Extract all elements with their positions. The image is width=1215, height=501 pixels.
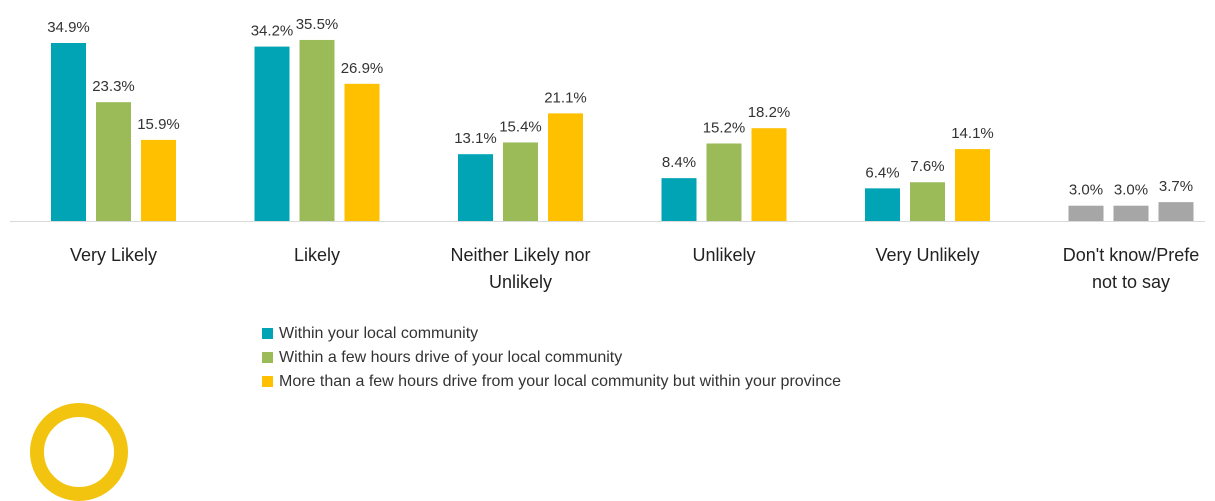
legend-item-few-hours: Within a few hours drive of your local c… (262, 346, 841, 369)
category-label-0: Very Likely (70, 245, 157, 265)
data-label-3-1: 15.2% (703, 119, 746, 136)
data-label-5-2: 3.7% (1159, 178, 1193, 195)
bar-3-1 (706, 143, 742, 221)
bar-2-1 (503, 142, 538, 221)
category-label-2-line-1: Unlikely (489, 272, 552, 292)
legend-label-local: Within your local community (279, 324, 479, 342)
category-label-2-line-0: Neither Likely nor (450, 245, 590, 265)
data-label-3-2: 18.2% (748, 104, 791, 121)
bar-3-2 (751, 128, 787, 221)
legend-item-local: Within your local community (262, 322, 841, 345)
bar-4-2 (955, 149, 990, 221)
data-label-2-1: 15.4% (499, 118, 542, 135)
data-label-1-0: 34.2% (251, 23, 294, 40)
legend-item-province: More than a few hours drive from your lo… (262, 370, 841, 393)
category-label-5-line-0: Don't know/Prefe (1063, 245, 1200, 265)
data-label-0-0: 34.9% (47, 19, 90, 36)
bar-chart: 34.9% 23.3% 15.9% Very Likely 34.2% 35.5% 26.9… (10, 16, 1205, 292)
data-label-2-0: 13.1% (454, 130, 497, 147)
bar-4-1 (910, 182, 945, 221)
data-label-4-1: 7.6% (910, 158, 944, 175)
category-label-3: Unlikely (692, 245, 755, 265)
legend: Within your local community Within a few… (262, 322, 841, 394)
legend-swatch-few-hours (262, 352, 273, 363)
legend-label-few-hours: Within a few hours drive of your local c… (279, 348, 623, 366)
legend-swatch-province (262, 376, 273, 387)
bar-5-0 (1068, 205, 1104, 221)
data-label-4-0: 6.4% (865, 164, 899, 181)
data-label-5-0: 3.0% (1069, 182, 1103, 199)
bar-1-0 (254, 46, 290, 221)
bar-0-1 (96, 102, 131, 221)
data-label-4-2: 14.1% (951, 125, 994, 142)
bar-1-2 (344, 83, 380, 221)
bar-5-2 (1158, 202, 1194, 221)
bar-4-0 (865, 188, 900, 221)
data-label-0-1: 23.3% (92, 78, 135, 95)
data-label-0-2: 15.9% (137, 116, 180, 133)
category-label-4: Very Unlikely (875, 245, 979, 265)
legend-label-province: More than a few hours drive from your lo… (279, 372, 842, 390)
bar-0-0 (51, 43, 86, 222)
logo-inner-ring (62, 424, 96, 458)
bar-2-0 (458, 154, 493, 221)
legend-swatch-local (262, 328, 273, 339)
data-label-5-1: 3.0% (1114, 182, 1148, 199)
bar-3-0 (661, 178, 697, 221)
bar-5-1 (1113, 205, 1149, 221)
data-label-2-2: 21.1% (544, 89, 587, 106)
category-label-5-line-1: not to say (1092, 272, 1170, 292)
bar-0-2 (141, 139, 176, 221)
bar-2-2 (548, 113, 583, 221)
bar-1-1 (299, 39, 335, 222)
data-label-3-0: 8.4% (662, 154, 696, 171)
category-label-1: Likely (294, 245, 340, 265)
data-label-1-2: 26.9% (341, 60, 384, 77)
data-label-1-1: 35.5% (296, 16, 339, 33)
